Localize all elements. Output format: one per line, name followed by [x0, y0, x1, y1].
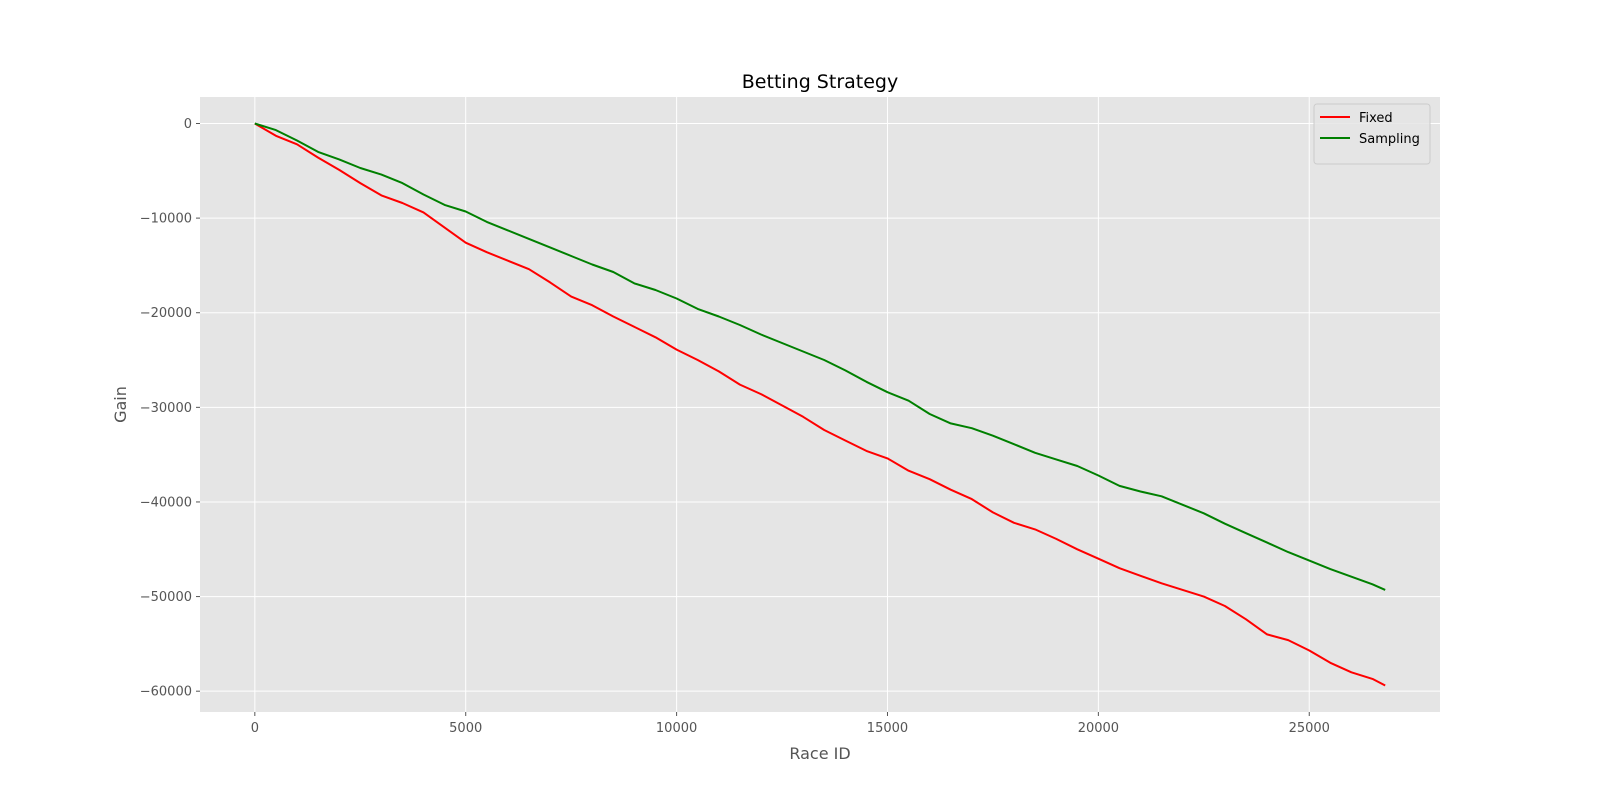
series-line-fixed — [254, 122, 1386, 687]
series-line-sampling — [254, 122, 1386, 591]
legend: Fixed Sampling — [1313, 103, 1431, 165]
x-axis-label: Race ID — [789, 744, 850, 763]
x-tick-label: 20000 — [1078, 721, 1119, 736]
y-tick-label: −40000 — [140, 495, 192, 510]
series-layer — [254, 122, 1386, 687]
legend-label-sampling: Sampling — [1359, 132, 1420, 147]
x-tick-label: 15000 — [867, 721, 908, 736]
legend-label-fixed: Fixed — [1359, 111, 1393, 126]
grid-layer — [200, 97, 1440, 712]
y-tick-label: −50000 — [140, 590, 192, 605]
legend-box — [1313, 103, 1431, 165]
y-tick-label: −30000 — [140, 401, 192, 416]
y-axis-label: Gain — [111, 386, 130, 423]
x-tick-label: 10000 — [656, 721, 697, 736]
x-tick-label: 5000 — [449, 721, 482, 736]
x-tick-label: 0 — [251, 721, 259, 736]
y-tick-label: 0 — [184, 117, 192, 132]
y-tick-label: −60000 — [140, 685, 192, 700]
y-tick-label: −20000 — [140, 306, 192, 321]
tick-layer: 0 5000 10000 15000 20000 25000 0 −10000 −20000 −3… — [140, 117, 1330, 736]
plot-area — [200, 97, 1440, 712]
x-tick-label: 25000 — [1289, 721, 1330, 736]
chart-title: Betting Strategy — [742, 71, 898, 93]
y-tick-label: −10000 — [140, 212, 192, 227]
